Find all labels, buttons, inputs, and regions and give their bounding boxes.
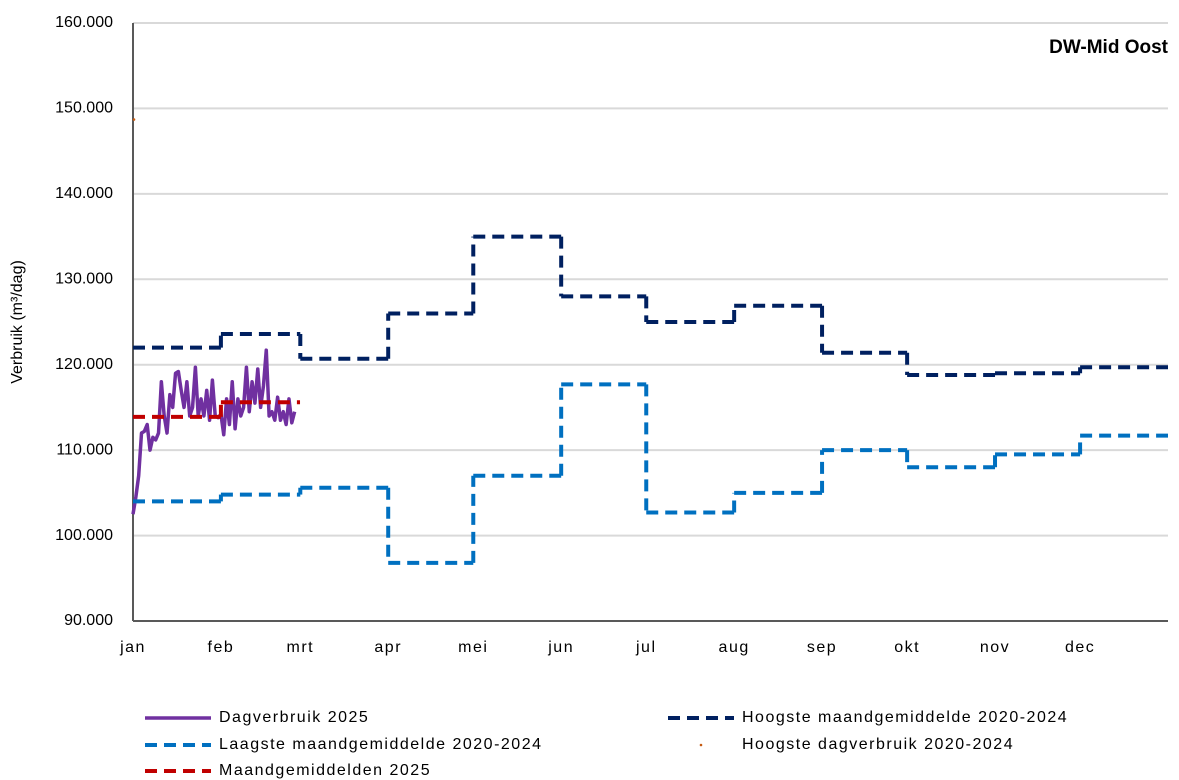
legend-label: Dagverbruik 2025 <box>219 709 369 726</box>
y-tick-label: 120.000 <box>55 356 113 373</box>
y-tick-label: 110.000 <box>56 441 113 458</box>
y-tick-label: 130.000 <box>55 271 113 288</box>
x-tick-label: mei <box>458 639 488 656</box>
y-axis-label: Verbruik (m³/dag) <box>9 260 26 384</box>
x-tick-label: aug <box>719 639 750 656</box>
legend-swatch <box>699 743 703 747</box>
point <box>132 118 136 121</box>
y-tick-label: 150.000 <box>55 100 113 117</box>
legend-label: Hoogste dagverbruik 2020-2024 <box>742 736 1014 753</box>
x-tick-label: nov <box>980 639 1010 656</box>
y-tick-label: 100.000 <box>55 527 113 544</box>
legend-label: Maandgemiddelden 2025 <box>219 762 431 779</box>
x-tick-label: jul <box>635 639 657 656</box>
x-tick-label: jan <box>119 639 146 656</box>
legend-label: Laagste maandgemiddelde 2020-2024 <box>219 736 543 753</box>
x-tick-label: okt <box>894 639 920 656</box>
y-tick-label: 140.000 <box>55 185 113 202</box>
y-tick-label: 90.000 <box>64 612 113 629</box>
x-tick-label: jun <box>547 639 574 656</box>
x-tick-label: dec <box>1065 639 1095 656</box>
x-tick-label: feb <box>208 639 235 656</box>
x-tick-label: sep <box>807 639 837 656</box>
y-tick-label: 160.000 <box>55 14 113 31</box>
x-tick-label: apr <box>374 639 402 656</box>
chart-title: DW-Mid Oost <box>1049 37 1169 58</box>
x-tick-label: mrt <box>286 639 314 656</box>
daily-line <box>131 348 297 515</box>
legend-label: Hoogste maandgemiddelde 2020-2024 <box>742 709 1068 726</box>
